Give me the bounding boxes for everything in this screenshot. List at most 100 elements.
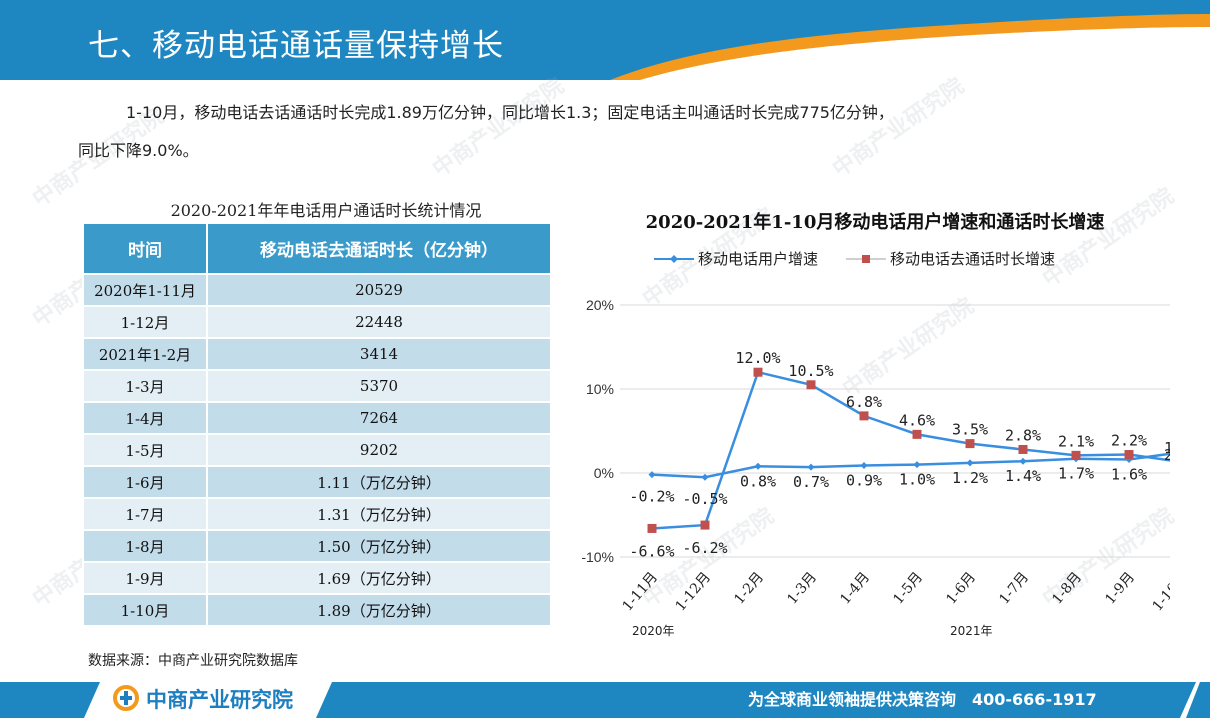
users-data-label: 0.7% <box>793 473 829 491</box>
table-header-row: 时间 移动电话去通话时长（亿分钟） <box>82 222 552 275</box>
table-cell-value: 5370 <box>206 369 552 403</box>
table-cell-value: 22448 <box>206 305 552 339</box>
y-tick-label: -10% <box>581 549 614 565</box>
table-cell-value: 7264 <box>206 401 552 435</box>
duration-point <box>753 367 763 377</box>
x-tick-label: 1-11月 <box>620 569 661 614</box>
x-tick-label: 1-10月 <box>1150 569 1170 614</box>
duration-data-label: 2.2% <box>1111 432 1147 450</box>
duration-point <box>1018 444 1028 454</box>
users-data-label: -0.5% <box>682 490 727 508</box>
company-logo-icon <box>113 685 139 711</box>
duration-data-label: 2.1% <box>1058 432 1094 450</box>
x-tick-label: 1-3月 <box>784 569 820 607</box>
table-row: 2020年1-11月 20529 <box>82 273 552 307</box>
footer-slogan: 为全球商业领袖提供决策咨询 400-666-1917 <box>748 690 1097 709</box>
table-cell-period: 1-7月 <box>82 497 208 531</box>
table-cell-value: 3414 <box>206 337 552 371</box>
users-data-label: 0.8% <box>740 472 776 490</box>
duration-point <box>965 439 975 449</box>
users-data-label: 1.6% <box>1111 466 1147 484</box>
x-group-label: 2020年 <box>632 624 675 638</box>
x-tick-label: 1-7月 <box>996 569 1032 607</box>
users-data-label: 2.5% <box>1164 446 1170 464</box>
duration-point <box>806 380 816 390</box>
table-cell-period: 1-9月 <box>82 561 208 595</box>
table-row: 1-8月 1.50（万亿分钟） <box>82 529 552 563</box>
growth-line-chart: 20% 10% 0% -10% 移动电话用户增速 移动电话去通话时长增速 -0.2% -0.5… <box>581 250 1170 638</box>
table-cell-period: 1-6月 <box>82 465 208 499</box>
duration-point <box>700 520 710 530</box>
users-data-label: -0.2% <box>629 488 674 506</box>
call-duration-table: 时间 移动电话去通话时长（亿分钟） 2020年1-11月 20529 1-12月 2… <box>82 222 552 627</box>
footer-bar <box>0 680 1210 718</box>
duration-point <box>647 523 657 533</box>
y-tick-label: 0% <box>594 465 614 481</box>
column-header-time: 时间 <box>82 222 208 275</box>
duration-data-label: 6.8% <box>846 393 882 411</box>
company-logo-text: 中商产业研究院 <box>146 688 293 712</box>
x-group-label: 2021年 <box>950 624 993 638</box>
x-tick-label: 1-5月 <box>890 569 926 607</box>
header-background <box>0 0 1210 80</box>
users-point <box>913 461 921 469</box>
table-row: 1-4月 7264 <box>82 401 552 435</box>
table-row: 1-6月 1.11（万亿分钟） <box>82 465 552 499</box>
legend-label-duration: 移动电话去通话时长增速 <box>890 250 1055 268</box>
table-cell-period: 1-3月 <box>82 369 208 403</box>
table-cell-period: 1-4月 <box>82 401 208 435</box>
duration-point <box>859 411 869 421</box>
table-cell-value: 1.31（万亿分钟） <box>206 497 552 531</box>
users-data-label: 1.4% <box>1005 467 1041 485</box>
table-row: 1-5月 9202 <box>82 433 552 467</box>
table-cell-value: 9202 <box>206 433 552 467</box>
legend-label-users: 移动电话用户增速 <box>698 250 818 268</box>
table-cell-period: 1-10月 <box>82 593 208 627</box>
table-row: 1-10月 1.89（万亿分钟） <box>82 593 552 627</box>
duration-data-label: -6.6% <box>629 542 674 560</box>
x-tick-label: 1-2月 <box>731 569 767 607</box>
header-banner: 七、移动电话通话量保持增长 <box>0 0 1210 80</box>
x-tick-label: 1-9月 <box>1102 569 1138 607</box>
y-tick-label: 10% <box>586 381 614 397</box>
footer-background <box>0 682 1210 718</box>
users-data-label: 1.2% <box>952 469 988 487</box>
legend-marker-users <box>670 255 678 263</box>
table-cell-value: 20529 <box>206 273 552 307</box>
table-cell-value: 1.11（万亿分钟） <box>206 465 552 499</box>
data-source-note: 数据来源：中商产业研究院数据库 <box>88 653 298 669</box>
summary-line-1: 1-10月，移动电话去话通话时长完成1.89万亿分钟，同比增长1.3；固定电话主… <box>126 103 894 122</box>
summary-paragraph: 1-10月，移动电话去话通话时长完成1.89万亿分钟，同比增长1.3；固定电话主… <box>78 94 1158 170</box>
table-cell-value: 1.89（万亿分钟） <box>206 593 552 627</box>
table-row: 2021年1-2月 3414 <box>82 337 552 371</box>
users-point <box>807 463 815 471</box>
users-point <box>701 473 709 481</box>
page-title: 七、移动电话通话量保持增长 <box>88 28 504 64</box>
table-row: 1-7月 1.31（万亿分钟） <box>82 497 552 531</box>
users-point <box>648 471 656 479</box>
table-cell-period: 1-5月 <box>82 433 208 467</box>
legend-marker-duration <box>862 255 870 263</box>
table-cell-value: 1.50（万亿分钟） <box>206 529 552 563</box>
duration-point <box>912 429 922 439</box>
table-cell-value: 1.69（万亿分钟） <box>206 561 552 595</box>
duration-data-label: 4.6% <box>899 411 935 429</box>
table-title: 2020-2021年年电话用户通话时长统计情况 <box>170 201 482 220</box>
duration-point <box>1071 450 1081 460</box>
duration-data-label: 1.3% <box>1164 439 1170 457</box>
duration-data-label: 12.0% <box>735 349 780 367</box>
users-point <box>860 461 868 469</box>
table-row: 1-3月 5370 <box>82 369 552 403</box>
chart-title: 2020-2021年1-10月移动电话用户增速和通话时长增速 <box>645 212 1105 233</box>
duration-point <box>1124 450 1134 460</box>
table-cell-period: 1-8月 <box>82 529 208 563</box>
duration-data-label: 3.5% <box>952 421 988 439</box>
x-tick-label: 1-8月 <box>1049 569 1085 607</box>
y-tick-label: 20% <box>586 297 614 313</box>
users-data-label: 1.7% <box>1058 465 1094 483</box>
users-point <box>754 462 762 470</box>
x-tick-label: 1-4月 <box>837 569 873 607</box>
table-cell-period: 2021年1-2月 <box>82 337 208 371</box>
duration-data-label: 2.8% <box>1005 426 1041 444</box>
x-tick-label: 1-6月 <box>943 569 979 607</box>
